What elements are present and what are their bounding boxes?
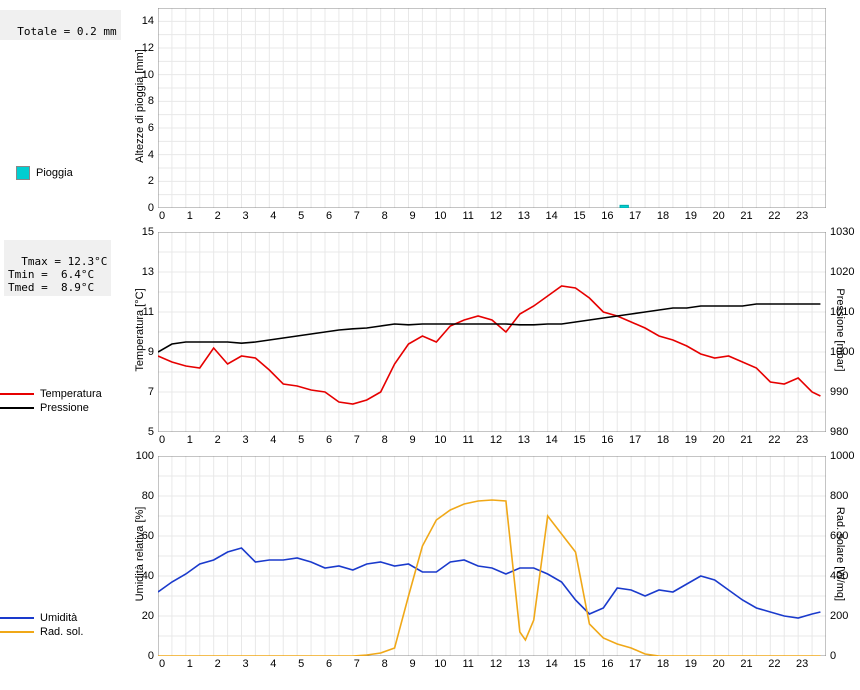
legend-temperatura: Temperatura (0, 388, 102, 400)
pioggia-swatch (16, 166, 30, 180)
pressione-swatch (0, 407, 34, 409)
temp-stats-text: Tmax = 12.3°C Tmin = 6.4°C Tmed = 8.9°C (8, 255, 107, 294)
legend-pioggia: Pioggia (16, 166, 73, 180)
temperatura-label: Temperatura (40, 388, 102, 400)
rain-chart (158, 8, 826, 208)
rain-total-box: Totale = 0.2 mm (0, 10, 121, 40)
legend-radsol: Rad. sol. (0, 626, 83, 638)
humid-rad-chart (158, 456, 826, 656)
pressione-label: Pressione (40, 402, 89, 414)
umidita-swatch (0, 617, 34, 619)
radsol-label: Rad. sol. (40, 626, 83, 638)
legend-umidita: Umidità (0, 612, 77, 624)
rain-total-text: Totale = 0.2 mm (17, 25, 116, 38)
temperatura-swatch (0, 393, 34, 395)
temp-stats-box: Tmax = 12.3°C Tmin = 6.4°C Tmed = 8.9°C (4, 240, 111, 296)
pioggia-label: Pioggia (36, 167, 73, 179)
umidita-label: Umidità (40, 612, 77, 624)
legend-pressione: Pressione (0, 402, 89, 414)
radsol-swatch (0, 631, 34, 633)
temp-press-chart (158, 232, 826, 432)
